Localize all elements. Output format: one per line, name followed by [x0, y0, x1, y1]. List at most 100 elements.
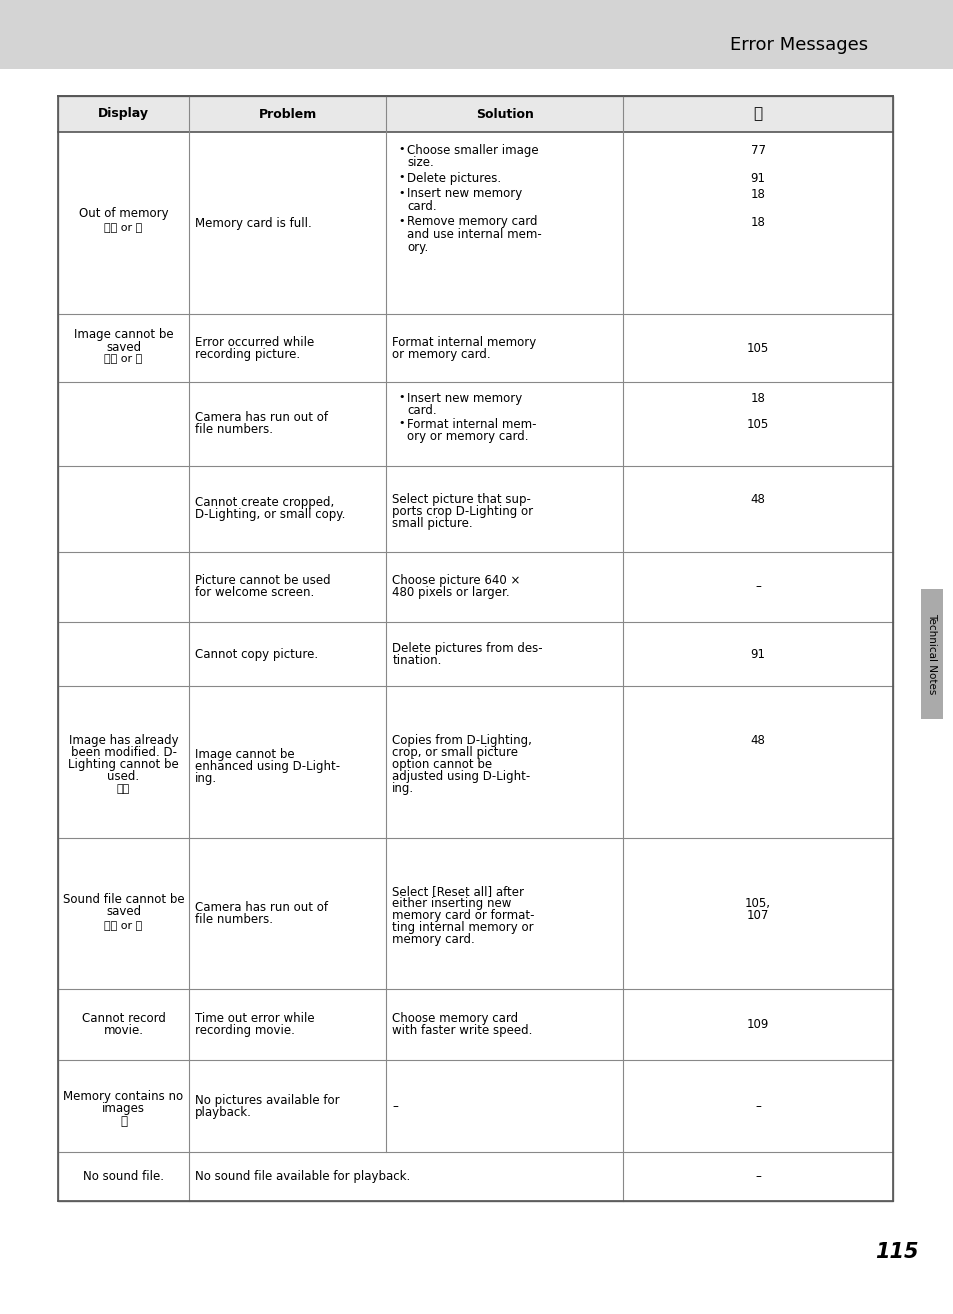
Text: images: images [102, 1101, 145, 1114]
Text: Cannot record: Cannot record [82, 1012, 165, 1025]
Text: ory.: ory. [407, 240, 428, 254]
Text: ting internal memory or: ting internal memory or [392, 921, 534, 934]
Text: Select picture that sup-: Select picture that sup- [392, 493, 531, 506]
Text: 91: 91 [750, 648, 765, 661]
Bar [0, 0, 953, 70]
Text: Error Messages: Error Messages [729, 35, 867, 54]
Text: No pictures available for: No pictures available for [195, 1093, 339, 1106]
Text: playback.: playback. [195, 1105, 252, 1118]
Text: Memory contains no: Memory contains no [64, 1089, 183, 1102]
Text: 107: 107 [746, 909, 768, 922]
Text: 480 pixels or larger.: 480 pixels or larger. [392, 586, 509, 599]
Text: Solution: Solution [476, 108, 533, 121]
Text: crop, or small picture: crop, or small picture [392, 745, 517, 758]
Text: Cannot copy picture.: Cannot copy picture. [195, 648, 318, 661]
Text: Image cannot be: Image cannot be [73, 328, 173, 342]
Text: Image has already: Image has already [69, 733, 178, 746]
Text: •: • [397, 145, 404, 154]
Text: Camera has run out of: Camera has run out of [195, 411, 328, 424]
Text: memory card.: memory card. [392, 933, 475, 946]
Text: for welcome screen.: for welcome screen. [195, 586, 314, 599]
Text: ⓓ: ⓓ [120, 1114, 127, 1127]
Text: with faster write speed.: with faster write speed. [392, 1024, 532, 1037]
Text: and use internal mem-: and use internal mem- [407, 229, 541, 240]
Text: tination.: tination. [392, 654, 441, 666]
Text: option cannot be: option cannot be [392, 758, 492, 770]
Text: 18: 18 [750, 215, 764, 229]
Text: Format internal memory: Format internal memory [392, 336, 536, 348]
Text: 18: 18 [750, 393, 764, 405]
Text: saved: saved [106, 905, 141, 918]
Text: used.: used. [108, 770, 139, 783]
Text: •: • [397, 418, 404, 428]
Text: recording picture.: recording picture. [195, 348, 300, 361]
Text: Copies from D-Lighting,: Copies from D-Lighting, [392, 733, 532, 746]
Text: ⓔⓔ: ⓔⓔ [117, 784, 130, 794]
Text: size.: size. [407, 156, 434, 170]
Text: –: – [755, 1171, 760, 1183]
Text: Insert new memory: Insert new memory [407, 188, 522, 201]
Text: Display: Display [98, 108, 149, 121]
Text: been modified. D-: been modified. D- [71, 745, 176, 758]
Text: Cannot create cropped,: Cannot create cropped, [195, 497, 334, 509]
Text: No sound file.: No sound file. [83, 1171, 164, 1183]
Text: Choose smaller image: Choose smaller image [407, 145, 538, 156]
Text: 77: 77 [750, 145, 765, 156]
Text: 115: 115 [874, 1242, 918, 1261]
Bar [58, 96, 892, 131]
Text: card.: card. [407, 405, 436, 418]
Text: Camera has run out of: Camera has run out of [195, 901, 328, 915]
Text: Delete pictures.: Delete pictures. [407, 172, 500, 185]
Text: Technical Notes: Technical Notes [926, 614, 936, 695]
Text: 48: 48 [750, 493, 764, 506]
Text: •: • [397, 172, 404, 183]
Text: No sound file available for playback.: No sound file available for playback. [195, 1171, 410, 1183]
Bar [58, 96, 892, 1201]
Text: ing.: ing. [392, 782, 414, 795]
Text: card.: card. [407, 200, 436, 213]
Text: –: – [755, 1100, 760, 1113]
Text: Time out error while: Time out error while [195, 1012, 314, 1025]
Text: adjusted using D-Light-: adjusted using D-Light- [392, 770, 530, 783]
Text: 📷: 📷 [753, 106, 761, 121]
Text: –: – [755, 581, 760, 594]
Bar [920, 589, 942, 719]
Text: 105: 105 [746, 418, 768, 431]
Text: Delete pictures from des-: Delete pictures from des- [392, 641, 542, 654]
Text: movie.: movie. [104, 1024, 143, 1037]
Text: small picture.: small picture. [392, 518, 473, 530]
Text: Picture cannot be used: Picture cannot be used [195, 574, 331, 587]
Text: Choose memory card: Choose memory card [392, 1012, 517, 1025]
Text: Format internal mem-: Format internal mem- [407, 418, 537, 431]
Text: Select [Reset all] after: Select [Reset all] after [392, 886, 523, 897]
Text: Image cannot be: Image cannot be [195, 748, 294, 761]
Text: memory card or format-: memory card or format- [392, 909, 534, 922]
Text: ⓓⓓ or ⓓ: ⓓⓓ or ⓓ [104, 921, 143, 930]
Text: ory or memory card.: ory or memory card. [407, 430, 528, 443]
Text: Remove memory card: Remove memory card [407, 215, 537, 229]
Text: 105,: 105, [744, 897, 770, 911]
Text: 18: 18 [750, 188, 764, 201]
Text: ports crop D-Lighting or: ports crop D-Lighting or [392, 505, 533, 518]
Text: Out of memory: Out of memory [79, 206, 168, 219]
Text: file numbers.: file numbers. [195, 423, 273, 436]
Text: Memory card is full.: Memory card is full. [195, 217, 312, 230]
Text: or memory card.: or memory card. [392, 348, 490, 361]
Text: •: • [397, 393, 404, 402]
Text: ⓓⓓ or ⓓ: ⓓⓓ or ⓓ [104, 355, 143, 364]
Text: 109: 109 [746, 1018, 768, 1031]
Text: Insert new memory: Insert new memory [407, 393, 522, 405]
Text: ⓓⓓ or ⓓ: ⓓⓓ or ⓓ [104, 223, 143, 233]
Text: –: – [392, 1100, 397, 1113]
Text: recording movie.: recording movie. [195, 1024, 294, 1037]
Text: 48: 48 [750, 733, 764, 746]
Text: Choose picture 640 ×: Choose picture 640 × [392, 574, 520, 587]
Text: either inserting new: either inserting new [392, 897, 511, 911]
Text: 105: 105 [746, 342, 768, 355]
Text: file numbers.: file numbers. [195, 913, 273, 926]
Text: 91: 91 [750, 172, 765, 185]
Text: saved: saved [106, 342, 141, 355]
Text: ing.: ing. [195, 771, 217, 784]
Text: Problem: Problem [258, 108, 316, 121]
Text: Lighting cannot be: Lighting cannot be [68, 758, 179, 770]
